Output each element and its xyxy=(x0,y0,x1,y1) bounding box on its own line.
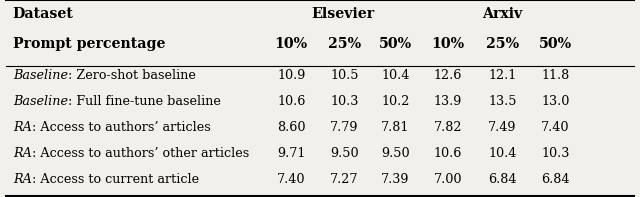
Text: Baseline: Baseline xyxy=(13,69,68,82)
Text: 8.60: 8.60 xyxy=(277,121,305,134)
Text: 13.0: 13.0 xyxy=(541,95,570,108)
Text: 10.3: 10.3 xyxy=(330,95,358,108)
Text: 10%: 10% xyxy=(275,37,308,51)
Text: 7.81: 7.81 xyxy=(381,121,410,134)
Text: 10.9: 10.9 xyxy=(277,69,305,82)
Text: 25%: 25% xyxy=(328,37,361,51)
Text: 10.3: 10.3 xyxy=(541,147,570,160)
Text: 10.6: 10.6 xyxy=(277,95,305,108)
Text: : Access to authors’ other articles: : Access to authors’ other articles xyxy=(31,147,249,160)
Text: 7.40: 7.40 xyxy=(277,173,305,186)
Text: Prompt percentage: Prompt percentage xyxy=(13,37,165,51)
Text: 50%: 50% xyxy=(539,37,572,51)
Text: : Full fine-tune baseline: : Full fine-tune baseline xyxy=(68,95,221,108)
Text: 10%: 10% xyxy=(431,37,465,51)
Text: 7.40: 7.40 xyxy=(541,121,570,134)
Text: 7.39: 7.39 xyxy=(381,173,410,186)
Text: 6.84: 6.84 xyxy=(488,173,516,186)
Text: : Access to authors’ articles: : Access to authors’ articles xyxy=(31,121,211,134)
Text: 10.4: 10.4 xyxy=(381,69,410,82)
Text: 7.79: 7.79 xyxy=(330,121,358,134)
Text: Dataset: Dataset xyxy=(13,7,74,21)
Text: 10.4: 10.4 xyxy=(488,147,516,160)
Text: Arxiv: Arxiv xyxy=(482,7,522,21)
Text: 25%: 25% xyxy=(486,37,519,51)
Text: 9.71: 9.71 xyxy=(277,147,305,160)
Text: 50%: 50% xyxy=(379,37,412,51)
Text: 7.49: 7.49 xyxy=(488,121,516,134)
Text: 10.2: 10.2 xyxy=(381,95,410,108)
Text: 7.00: 7.00 xyxy=(434,173,462,186)
Text: : Zero-shot baseline: : Zero-shot baseline xyxy=(68,69,196,82)
Text: RA: RA xyxy=(13,173,31,186)
Text: RA: RA xyxy=(13,147,31,160)
Text: 7.82: 7.82 xyxy=(434,121,462,134)
Text: : Access to current article: : Access to current article xyxy=(31,173,199,186)
Text: Elsevier: Elsevier xyxy=(312,7,375,21)
Text: 10.6: 10.6 xyxy=(434,147,462,160)
Text: 7.27: 7.27 xyxy=(330,173,358,186)
Text: Baseline: Baseline xyxy=(13,95,68,108)
Text: 11.8: 11.8 xyxy=(541,69,570,82)
Text: 12.1: 12.1 xyxy=(488,69,516,82)
Text: 13.9: 13.9 xyxy=(434,95,462,108)
Text: RA: RA xyxy=(13,121,31,134)
Text: 6.84: 6.84 xyxy=(541,173,570,186)
Text: 9.50: 9.50 xyxy=(381,147,410,160)
Text: 10.5: 10.5 xyxy=(330,69,358,82)
Text: 9.50: 9.50 xyxy=(330,147,358,160)
Text: 12.6: 12.6 xyxy=(434,69,462,82)
Text: 13.5: 13.5 xyxy=(488,95,516,108)
